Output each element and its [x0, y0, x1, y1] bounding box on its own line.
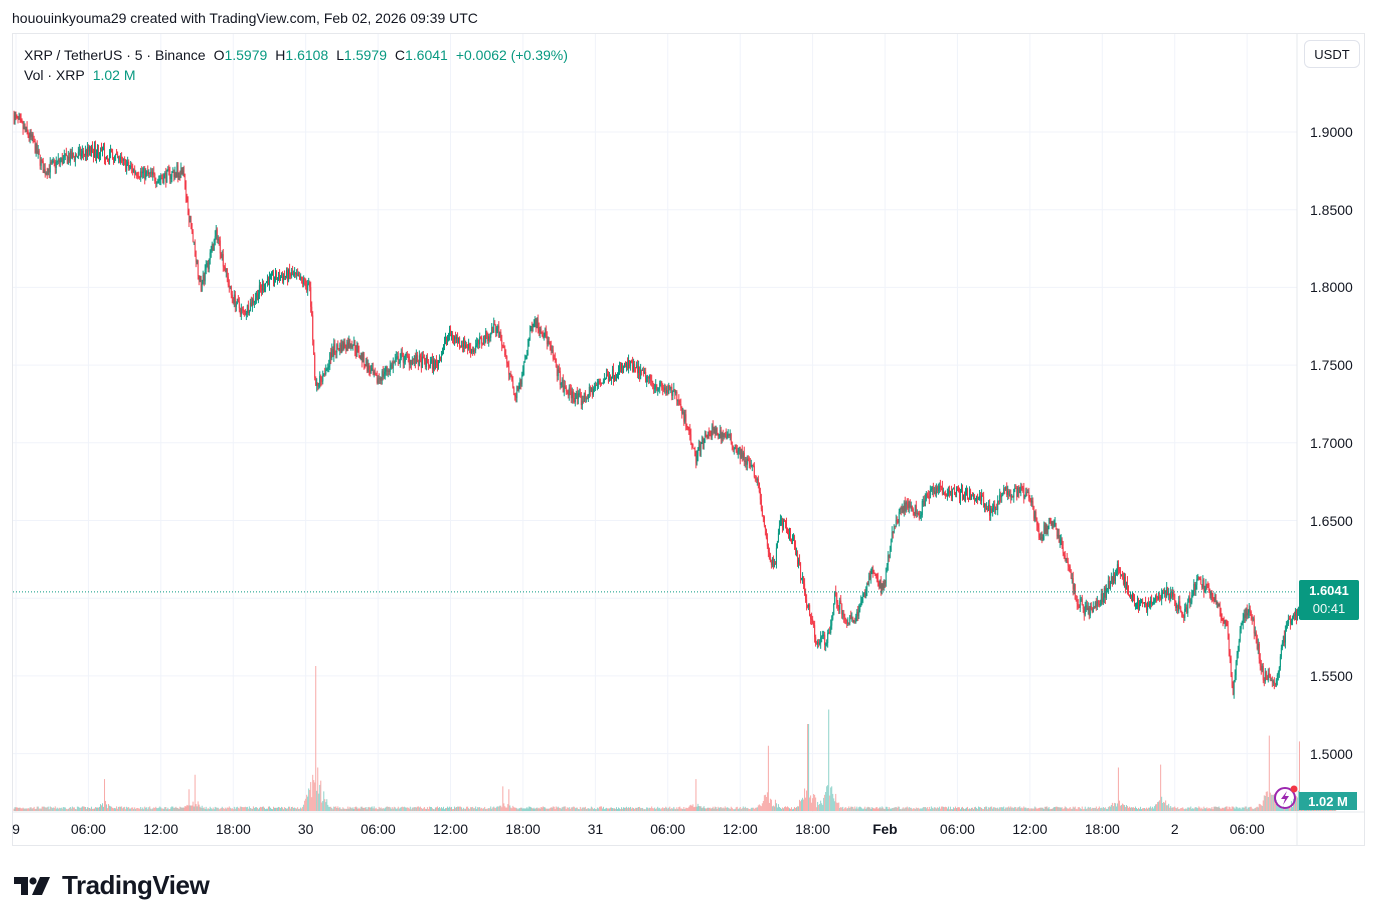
high-value: 1.6108: [285, 47, 329, 63]
time-tick-label: 06:00: [939, 821, 975, 837]
chart-legend: XRP / TetherUS · 5 · Binance O 1.5979 H 1.…: [24, 45, 568, 85]
price-tick-label: 1.8500: [1310, 201, 1353, 218]
time-tick-label: 12:00: [432, 821, 469, 837]
volume-label[interactable]: Vol · XRP: [24, 67, 85, 83]
close-label: C: [394, 47, 405, 63]
time-tick-label: 06:00: [1229, 821, 1265, 837]
price-tick-label: 1.9000: [1310, 124, 1353, 140]
tradingview-logo[interactable]: TradingView: [14, 870, 210, 901]
volume-badge: 1.02 M: [1299, 792, 1357, 810]
bar-countdown: 00:41: [1312, 601, 1346, 616]
last-price-value: 1.6041: [1309, 583, 1349, 598]
time-tick-label: 31: [587, 821, 604, 837]
time-tick-label: 12:00: [143, 821, 179, 837]
tradingview-mark-icon: [14, 876, 50, 895]
chart-credit: hououinkyouma29 created with TradingView…: [12, 10, 478, 26]
close-value: 1.6041: [405, 47, 448, 63]
time-tick-label: 18:00: [795, 821, 831, 837]
lightning-icon[interactable]: [1273, 784, 1299, 810]
time-tick-label: 06:00: [70, 821, 106, 837]
time-tick-label: 30: [297, 821, 314, 837]
price-tick-label: 1.7500: [1310, 357, 1353, 374]
chart-frame: [12, 33, 1365, 846]
volume-value: 1.02 M: [92, 67, 136, 83]
high-label: H: [275, 47, 286, 63]
time-tick-label: 06:00: [650, 821, 686, 837]
open-value: 1.5979: [224, 47, 268, 63]
open-label: O: [213, 47, 225, 63]
volume-row: Vol · XRP 1.02 M: [24, 65, 568, 85]
price-tick-label: 1.5500: [1310, 667, 1353, 684]
currency-button[interactable]: USDT: [1304, 40, 1360, 68]
time-tick-label: 9: [12, 821, 20, 837]
low-value: 1.5979: [344, 47, 387, 63]
time-tick-label: 12:00: [722, 821, 758, 837]
time-tick-label: 18:00: [1084, 821, 1120, 837]
price-tick-label: 1.7000: [1310, 434, 1353, 451]
time-tick-label: 18:00: [215, 821, 251, 837]
change-value: +0.0062 (+0.39%): [455, 47, 568, 63]
ohlc-row: XRP / TetherUS · 5 · Binance O 1.5979 H 1.…: [24, 45, 568, 65]
symbol-title[interactable]: XRP / TetherUS · 5 · Binance: [24, 47, 206, 63]
time-tick-label: 06:00: [360, 821, 396, 837]
time-tick-label: 12:00: [1012, 821, 1048, 837]
time-tick-label: Feb: [872, 821, 898, 837]
price-tick-label: 1.6500: [1310, 512, 1353, 529]
last-price-label: 1.6041 00:41: [1299, 580, 1359, 620]
price-tick-label: 1.8000: [1310, 279, 1353, 296]
time-tick-label: 18:00: [505, 821, 541, 837]
price-tick-label: 1.5000: [1310, 745, 1353, 762]
tradingview-wordmark: TradingView: [62, 870, 210, 900]
time-tick-label: 2: [1170, 821, 1179, 837]
low-label: L: [336, 47, 345, 63]
